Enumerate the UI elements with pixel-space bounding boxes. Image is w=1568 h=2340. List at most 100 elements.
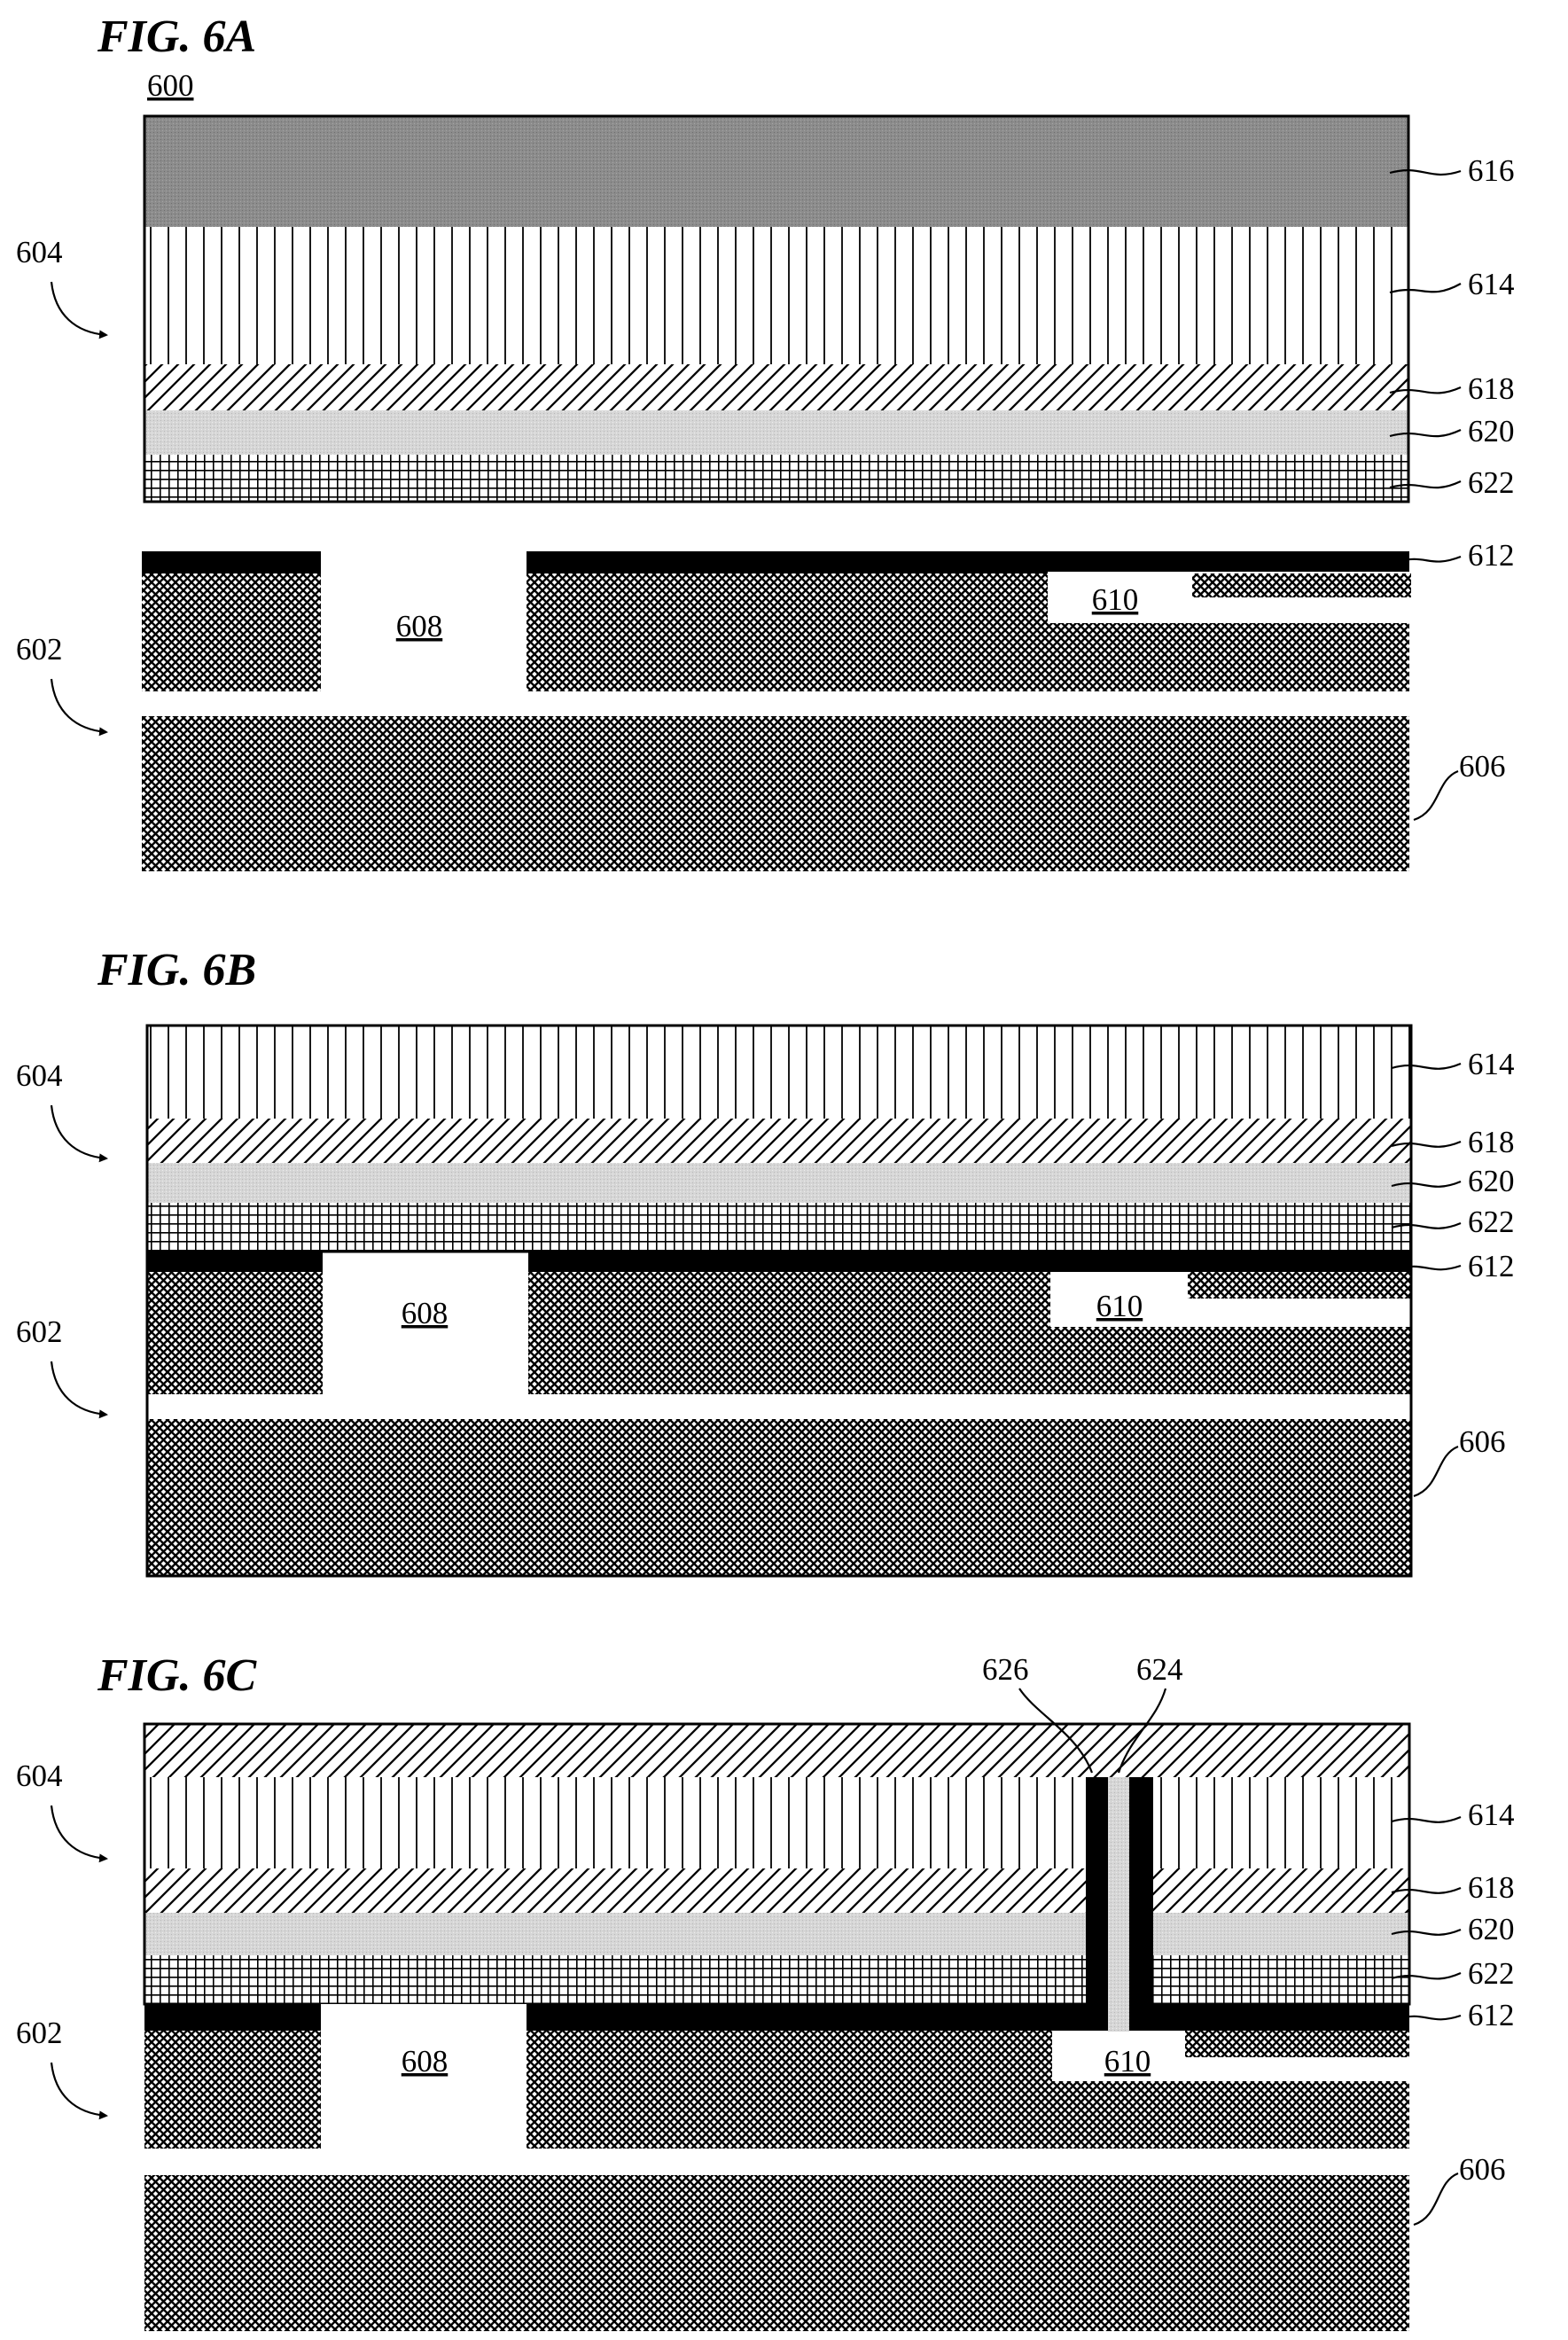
label-606: 606 [1459,2152,1506,2187]
gap-layer [147,1394,1411,1419]
arrow-604 [50,1104,108,1163]
label-610: 610 [1104,2044,1151,2079]
label-622: 622 [1468,1956,1515,1991]
leader-606 [1413,2172,1459,2227]
label-608: 608 [396,609,443,644]
label-606: 606 [1459,1424,1506,1459]
leader-622 [1391,1971,1462,1980]
leader-620 [1391,1180,1462,1188]
figure-title: FIG. 6A [97,12,256,62]
leader-626 [1018,1688,1094,1774]
substrate-606 [144,2175,1409,2331]
label-602: 602 [16,2016,63,2050]
leader-620 [1389,429,1462,438]
callouts: 614 618 620 622 612 606 604 602 [16,1047,1515,1498]
label-620: 620 [1468,414,1515,448]
leader-618 [1391,1140,1462,1148]
layer-622 [144,455,1408,502]
top-structure-604 [143,1722,1411,2006]
label-602: 602 [16,1314,63,1349]
label-602: 602 [16,632,63,667]
gap-layer [142,691,1409,716]
bottom-structure-602: 608 610 [144,2004,1409,2331]
label-610: 610 [1096,1289,1143,1323]
top-structure-outline [143,114,1410,503]
leader-618 [1391,1886,1462,1894]
top-structure-604 [143,114,1410,503]
leader-614 [1389,283,1462,294]
region-610-overhang [1192,573,1411,597]
substrate-606 [147,1419,1411,1576]
leader-614 [1391,1815,1462,1823]
via-fill-624 [1108,1777,1129,2031]
label-622: 622 [1468,1205,1515,1239]
layer-618-cap [144,1724,1409,1777]
label-604: 604 [16,1058,63,1093]
bottom-structure-outline [145,1250,1413,1578]
leader-612 [1395,555,1462,564]
label-614: 614 [1468,1047,1515,1081]
label-618: 618 [1468,1125,1515,1159]
layer-614 [147,1026,1411,1119]
figure-6a: FIG. 6A 600 608 610 616 [16,12,1515,871]
region-608 [321,551,527,693]
label-604: 604 [16,235,63,269]
layer-614 [144,227,1408,364]
layer-618 [144,364,1408,410]
arrow-602 [50,678,108,737]
callouts: 626 624 614 618 620 622 612 606 604 602 [16,1652,1515,2227]
label-608: 608 [402,2044,449,2079]
leader-618 [1389,386,1462,394]
leader-616 [1389,169,1462,176]
figure-title: FIG. 6B [97,945,256,995]
leader-622 [1391,1221,1462,1229]
label-616: 616 [1468,153,1515,188]
region-610-overhang [1185,2031,1409,2057]
substrate-606 [142,716,1409,871]
layer-620 [147,1163,1411,1203]
bottom-structure-602: 608 610 [145,1250,1413,1578]
gap-layer [144,2149,1409,2175]
via-structure [1086,1777,1153,2032]
layer-618 [147,1119,1411,1163]
layer-622 [144,1955,1409,2004]
arrow-604 [50,281,108,339]
bottom-structure-602: 608 610 [142,551,1411,871]
leader-622 [1389,480,1462,489]
leader-606 [1413,769,1459,822]
device-label: 600 [147,68,194,103]
label-614: 614 [1468,267,1515,301]
label-620: 620 [1468,1912,1515,1946]
label-612: 612 [1468,1998,1515,2032]
label-606: 606 [1459,749,1506,784]
figure-6b: FIG. 6B 608 610 614 618 620 [16,945,1515,1578]
label-610: 610 [1092,582,1139,617]
top-structure-604 [145,1024,1413,1253]
region-608 [323,1252,528,1396]
leader-614 [1391,1062,1462,1070]
arrow-602 [50,1361,108,1419]
leader-612 [1395,1264,1462,1271]
layer-616 [144,116,1408,227]
label-608: 608 [402,1296,449,1330]
callouts: 616 614 618 620 622 612 606 604 602 [16,153,1515,822]
label-612: 612 [1468,538,1515,573]
label-620: 620 [1468,1164,1515,1198]
layer-620 [144,410,1408,455]
leader-620 [1391,1928,1462,1936]
layer-614 [144,1777,1409,1868]
label-618: 618 [1468,371,1515,406]
figure-6c: FIG. 6C 608 610 626 [16,1650,1515,2331]
leader-606 [1413,1445,1459,1498]
region-610-overhang [1188,1272,1411,1299]
layer-622 [147,1203,1411,1252]
arrow-604 [50,1805,108,1863]
leader-612 [1395,2014,1462,2021]
via-fill-bottom [1108,2016,1129,2032]
label-626: 626 [982,1652,1029,1687]
label-622: 622 [1468,465,1515,500]
region-608 [321,2004,527,2150]
figure-title: FIG. 6C [97,1650,257,1701]
label-604: 604 [16,1759,63,1793]
